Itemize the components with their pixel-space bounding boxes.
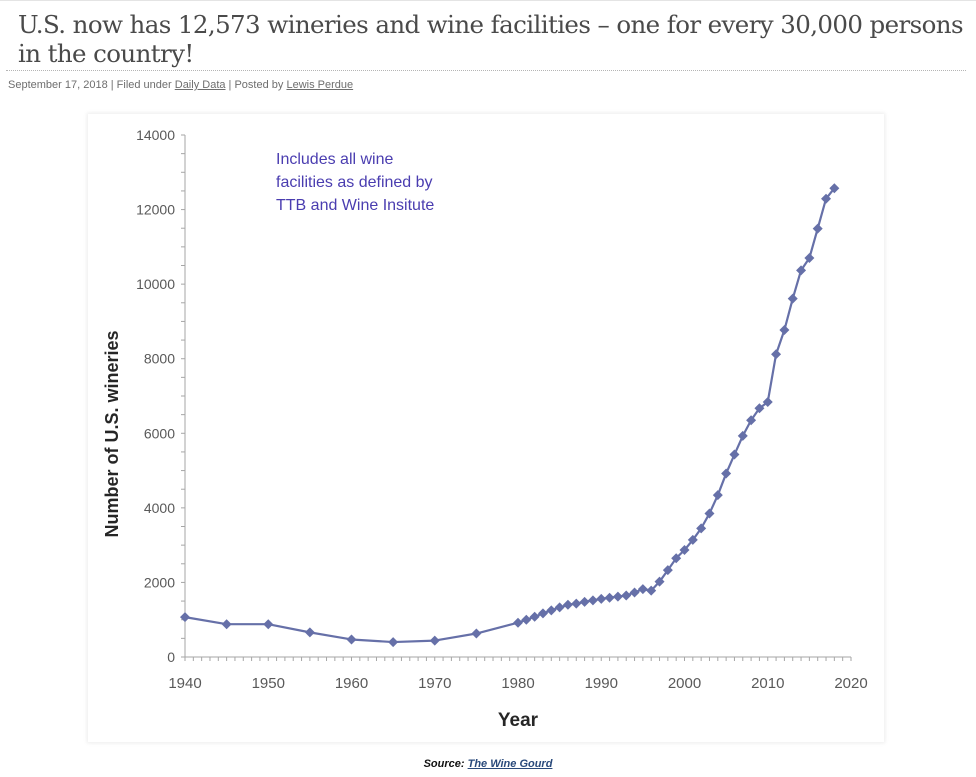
data-point-marker (687, 534, 698, 545)
data-point-marker (721, 468, 732, 479)
post-meta: September 17, 2018 | Filed under Daily D… (8, 79, 353, 91)
data-point-marker (646, 585, 657, 596)
data-point-marker (529, 611, 540, 622)
y-axis-title: Number of U.S. wineries (102, 330, 122, 537)
data-point-marker (704, 508, 715, 519)
data-point-marker (729, 449, 740, 460)
x-tick-label: 2000 (668, 675, 701, 692)
data-point-marker (612, 591, 623, 602)
post-title: U.S. now has 12,573 wineries and wine fa… (18, 10, 964, 68)
y-tick-label: 12000 (136, 202, 175, 218)
data-point-marker (787, 293, 798, 304)
title-divider (6, 70, 966, 71)
x-tick-label: 1980 (501, 675, 534, 692)
x-tick-label: 2010 (751, 675, 784, 692)
source-link[interactable]: The Wine Gourd (467, 758, 553, 770)
data-point-marker (679, 544, 690, 555)
data-point-marker (696, 523, 707, 534)
data-point-marker (304, 627, 315, 638)
data-point-marker (796, 265, 807, 276)
data-point-marker (471, 628, 482, 639)
y-tick-label: 8000 (144, 351, 175, 367)
data-point-marker (779, 325, 790, 336)
annotation-text: Includes all wine facilities as defined b… (276, 151, 434, 214)
x-tick-label: 2020 (834, 675, 867, 692)
data-point-marker (554, 602, 565, 613)
source-label: Source: (423, 758, 465, 770)
axes: 0 2000 4000 6000 8000 10000 12000 14000 1940 1950… (136, 127, 868, 692)
y-tick-label: 10000 (136, 276, 175, 292)
x-tick-label: 1950 (252, 675, 285, 692)
data-point-marker (546, 605, 557, 616)
author-link[interactable]: Lewis Perdue (286, 79, 354, 91)
y-tick-label: 14000 (136, 127, 175, 143)
data-point-marker (562, 599, 573, 610)
data-point-marker (771, 349, 782, 360)
wineries-line-chart: 0 2000 4000 6000 8000 10000 12000 14000 1940 1950… (102, 127, 868, 731)
y-tick-label: 6000 (144, 425, 175, 441)
data-point-marker (180, 612, 190, 623)
data-point-marker (513, 617, 523, 628)
data-point-marker (662, 565, 673, 576)
series-layer (180, 183, 840, 648)
chart-card: 0 2000 4000 6000 8000 10000 12000 14000 1940 1950… (88, 114, 884, 742)
data-point-marker (263, 619, 274, 630)
data-point-marker (754, 403, 765, 414)
data-point-marker (346, 634, 357, 645)
post-date: September 17, 2018 (8, 79, 108, 91)
data-point-marker (571, 598, 582, 609)
annotation-line: Includes all wine (276, 151, 394, 168)
data-point-marker (537, 608, 548, 619)
source-line: Source: The Wine Gourd (0, 758, 976, 770)
posted-prefix: | Posted by (225, 79, 287, 91)
data-point-marker (221, 619, 232, 630)
data-point-marker (637, 584, 648, 595)
y-tick-label: 0 (167, 649, 175, 665)
x-tick-label: 1970 (418, 675, 451, 692)
filed-prefix: | Filed under (107, 79, 175, 91)
y-tick-label: 4000 (144, 500, 175, 516)
x-tick-label: 1940 (168, 675, 201, 692)
y-tick-label: 2000 (144, 574, 175, 590)
data-point-marker (812, 223, 823, 234)
data-point-marker (746, 415, 757, 426)
top-border (0, 0, 976, 1)
data-point-marker (521, 614, 532, 625)
data-point-marker (671, 553, 682, 564)
data-point-marker (629, 587, 640, 598)
data-point-marker (388, 637, 399, 648)
annotation-line: facilities as defined by (276, 174, 433, 191)
data-point-marker (762, 396, 773, 407)
data-point-marker (621, 590, 632, 601)
data-point-marker (604, 592, 615, 603)
data-point-marker (804, 253, 815, 264)
category-link[interactable]: Daily Data (174, 79, 226, 91)
series-line (184, 187, 836, 644)
x-tick-label: 1960 (335, 675, 368, 692)
data-point-marker (829, 183, 840, 194)
x-axis-title: Year (498, 710, 539, 731)
data-point-marker (596, 593, 607, 604)
annotation-line: TTB and Wine Insitute (276, 197, 434, 214)
data-point-marker (737, 430, 748, 441)
data-point-marker (654, 576, 665, 587)
data-point-marker (712, 490, 723, 501)
data-point-marker (587, 595, 598, 606)
data-point-marker (579, 596, 590, 607)
x-tick-label: 1990 (585, 675, 618, 692)
data-point-marker (821, 193, 832, 204)
data-point-marker (429, 635, 440, 646)
